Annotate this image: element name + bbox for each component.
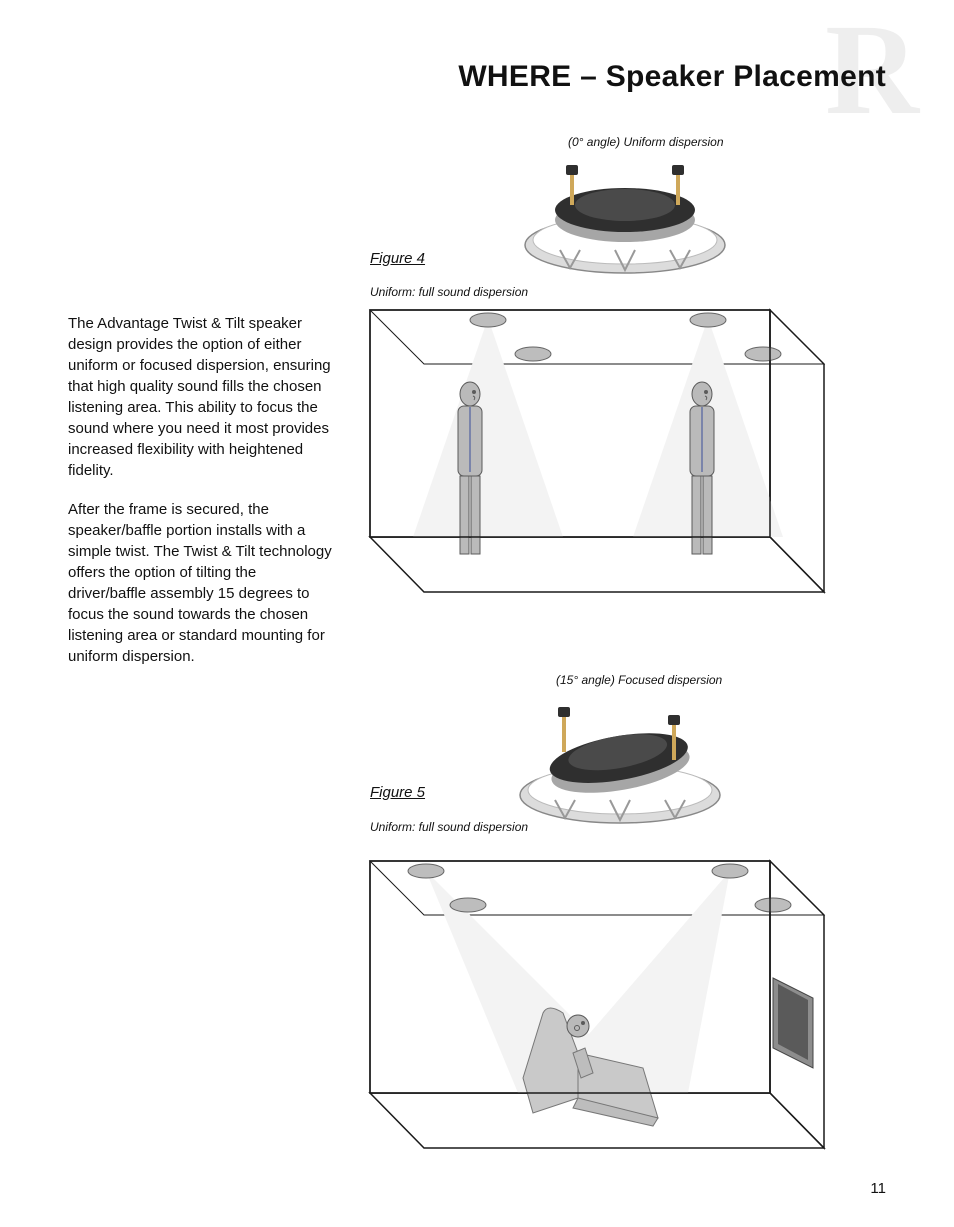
- figure5-top-caption: (15° angle) Focused dispersion: [556, 673, 722, 687]
- body-text-column: The Advantage Twist & Tilt speaker desig…: [68, 313, 338, 667]
- figure4-label: Figure 4: [370, 250, 425, 267]
- page-number: 11: [870, 1180, 886, 1197]
- figure5-room-diagram: [368, 853, 828, 1153]
- figure4-sub-caption: Uniform: full sound dispersion: [370, 285, 528, 299]
- figure5-sub-caption: Uniform: full sound dispersion: [370, 820, 528, 834]
- figure5-label: Figure 5: [370, 784, 425, 801]
- figure4-room-diagram: [368, 302, 828, 597]
- page-title: WHERE – Speaker Placement: [458, 60, 886, 94]
- paragraph-1: The Advantage Twist & Tilt speaker desig…: [68, 313, 338, 481]
- paragraph-2: After the frame is secured, the speaker/…: [68, 499, 338, 667]
- figure5-speaker-illustration: [510, 690, 730, 840]
- figure4-speaker-illustration: [520, 150, 730, 280]
- figure4-top-caption: (0° angle) Uniform dispersion: [568, 135, 724, 149]
